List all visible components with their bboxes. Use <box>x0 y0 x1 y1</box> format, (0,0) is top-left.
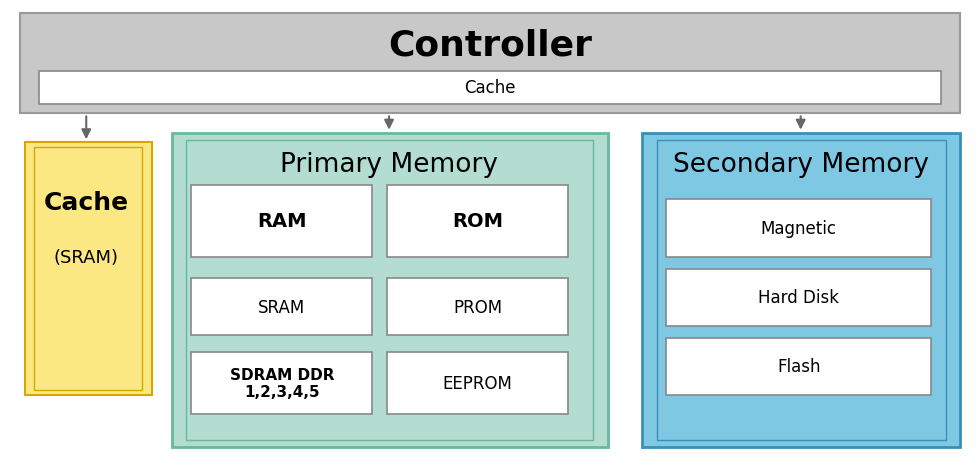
Text: Hard Disk: Hard Disk <box>759 288 839 307</box>
FancyBboxPatch shape <box>666 338 931 395</box>
FancyBboxPatch shape <box>191 186 372 257</box>
Text: Controller: Controller <box>388 28 592 62</box>
Text: PROM: PROM <box>453 298 503 316</box>
Text: EEPROM: EEPROM <box>443 374 513 392</box>
FancyBboxPatch shape <box>34 148 142 390</box>
Text: Flash: Flash <box>777 357 820 376</box>
FancyBboxPatch shape <box>666 269 931 326</box>
FancyBboxPatch shape <box>172 133 608 447</box>
FancyBboxPatch shape <box>191 278 372 336</box>
Text: SDRAM DDR
1,2,3,4,5: SDRAM DDR 1,2,3,4,5 <box>229 367 334 399</box>
FancyBboxPatch shape <box>191 352 372 414</box>
Text: Primary Memory: Primary Memory <box>280 151 498 177</box>
FancyBboxPatch shape <box>387 352 568 414</box>
Text: Cache: Cache <box>44 190 128 214</box>
FancyBboxPatch shape <box>666 200 931 257</box>
FancyBboxPatch shape <box>642 133 960 447</box>
FancyBboxPatch shape <box>186 140 593 440</box>
Text: Magnetic: Magnetic <box>760 219 837 238</box>
Text: (SRAM): (SRAM) <box>54 248 119 266</box>
Text: ROM: ROM <box>452 212 504 231</box>
Text: Cache: Cache <box>465 79 515 97</box>
FancyBboxPatch shape <box>387 186 568 257</box>
Text: SRAM: SRAM <box>258 298 306 316</box>
FancyBboxPatch shape <box>657 140 946 440</box>
Text: RAM: RAM <box>257 212 307 231</box>
FancyBboxPatch shape <box>24 143 152 395</box>
FancyBboxPatch shape <box>387 278 568 336</box>
FancyBboxPatch shape <box>39 71 941 105</box>
Text: Secondary Memory: Secondary Memory <box>672 151 929 177</box>
FancyBboxPatch shape <box>20 14 960 114</box>
